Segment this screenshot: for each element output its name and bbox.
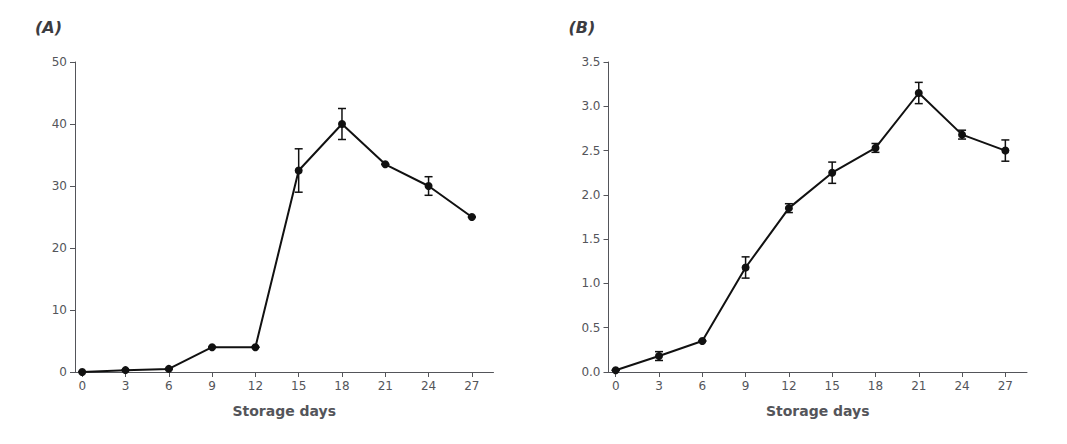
svg-text:24: 24 (421, 379, 436, 393)
svg-text:27: 27 (464, 379, 479, 393)
svg-text:10: 10 (52, 303, 67, 317)
svg-text:6: 6 (698, 379, 706, 393)
svg-text:2.5: 2.5 (581, 144, 600, 158)
svg-text:12: 12 (248, 379, 263, 393)
svg-text:40: 40 (52, 117, 67, 131)
svg-text:(A): (A) (35, 18, 62, 37)
svg-text:18: 18 (868, 379, 883, 393)
svg-text:9: 9 (742, 379, 750, 393)
svg-text:6: 6 (165, 379, 173, 393)
svg-text:Storage days: Storage days (232, 403, 336, 419)
svg-text:2.0: 2.0 (581, 188, 600, 202)
svg-text:27: 27 (998, 379, 1013, 393)
svg-text:15: 15 (825, 379, 840, 393)
svg-text:30: 30 (52, 179, 67, 193)
svg-text:Storage days: Storage days (766, 403, 870, 419)
svg-text:0: 0 (59, 365, 67, 379)
svg-text:1.5: 1.5 (581, 232, 600, 246)
svg-text:3.5: 3.5 (581, 55, 600, 69)
svg-text:9: 9 (208, 379, 216, 393)
svg-text:15: 15 (291, 379, 306, 393)
svg-text:21: 21 (911, 379, 926, 393)
svg-text:18: 18 (334, 379, 349, 393)
svg-text:12: 12 (781, 379, 796, 393)
svg-text:20: 20 (52, 241, 67, 255)
svg-text:24: 24 (954, 379, 969, 393)
svg-text:0: 0 (78, 379, 86, 393)
svg-text:0.5: 0.5 (581, 321, 600, 335)
svg-text:3: 3 (122, 379, 130, 393)
svg-text:0: 0 (612, 379, 620, 393)
svg-text:0.0: 0.0 (581, 365, 600, 379)
svg-text:50: 50 (52, 55, 67, 69)
svg-text:3.0: 3.0 (581, 99, 600, 113)
svg-text:1.0: 1.0 (581, 276, 600, 290)
svg-text:21: 21 (378, 379, 393, 393)
svg-text:(B): (B) (569, 18, 596, 37)
svg-text:3: 3 (655, 379, 663, 393)
